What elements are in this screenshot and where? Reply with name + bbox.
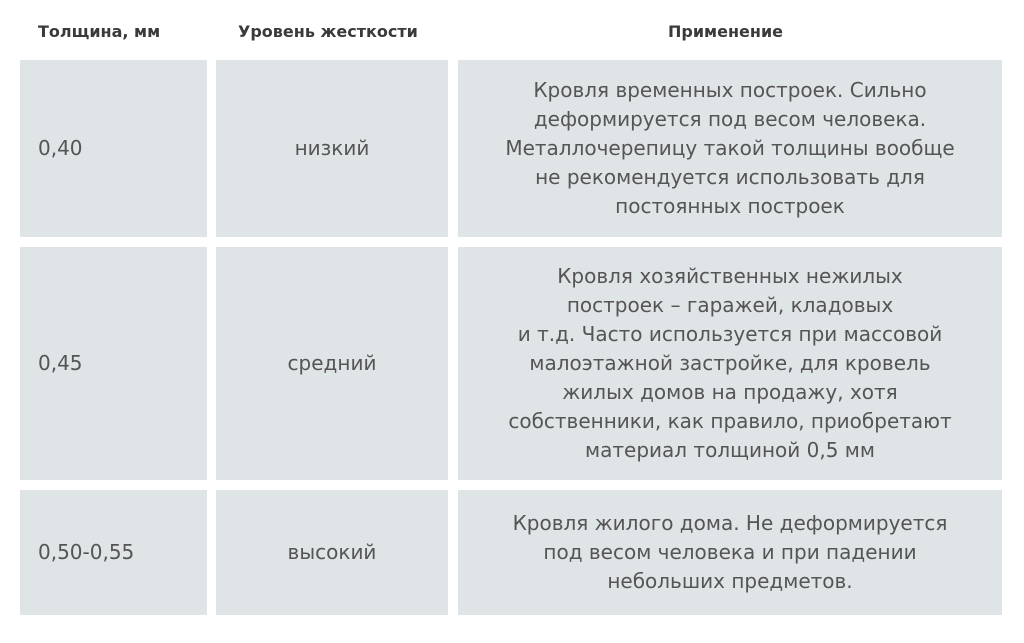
cell-thickness: 0,40 — [20, 60, 207, 237]
cell-rigidity: низкий — [216, 60, 448, 237]
header-thickness: Толщина, мм — [38, 22, 161, 41]
cell-usage: Кровля временных построек. Сильно деформ… — [458, 60, 1002, 237]
cell-rigidity: средний — [216, 247, 448, 480]
header-rigidity: Уровень жесткости — [238, 22, 418, 41]
cell-thickness: 0,45 — [20, 247, 207, 480]
cell-usage: Кровля жилого дома. Не деформируется под… — [458, 490, 1002, 615]
cell-thickness: 0,50-0,55 — [20, 490, 207, 615]
cell-usage: Кровля хозяйственных нежилых построек – … — [458, 247, 1002, 480]
cell-rigidity: высокий — [216, 490, 448, 615]
header-usage: Применение — [668, 22, 784, 41]
